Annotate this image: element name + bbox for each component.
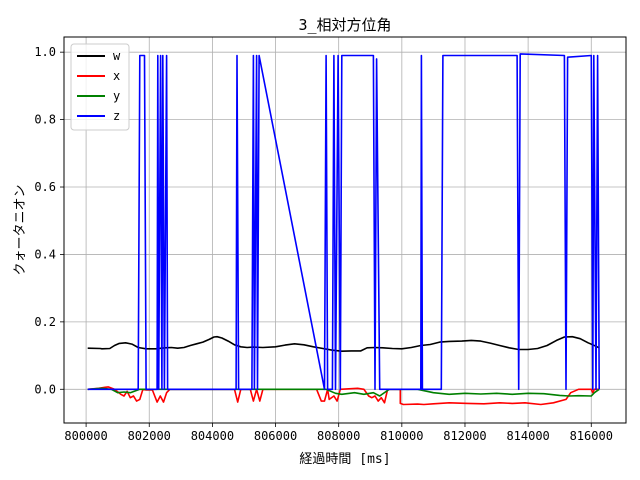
legend-label-w: w xyxy=(113,49,121,63)
series-line-z xyxy=(87,53,601,391)
chart-title: 3_相対方位角 xyxy=(298,16,391,34)
x-tick-label: 816000 xyxy=(570,429,613,443)
legend-label-y: y xyxy=(113,89,120,103)
x-tick-label: 800000 xyxy=(64,429,107,443)
series-layer xyxy=(87,53,601,406)
y-tick-label: 0.4 xyxy=(34,247,56,261)
legend-label-z: z xyxy=(113,109,120,123)
x-tick-label: 808000 xyxy=(317,429,360,443)
x-tick-label: 802000 xyxy=(128,429,171,443)
y-tick-label: 0.0 xyxy=(34,382,56,396)
y-tick-label: 0.8 xyxy=(34,113,56,127)
y-tick-label: 0.2 xyxy=(34,315,56,329)
x-tick-label: 814000 xyxy=(506,429,549,443)
x-tick-label: 806000 xyxy=(254,429,297,443)
series-line-y xyxy=(87,387,600,397)
x-axis: 800000 802000 804000 806000 808000 810000 8120… xyxy=(64,423,613,443)
legend-label-x: x xyxy=(113,69,120,83)
y-tick-label: 0.6 xyxy=(34,180,56,194)
y-axis: 0.0 0.2 0.4 0.6 0.8 1.0 xyxy=(34,45,64,396)
series-line-x xyxy=(87,386,600,406)
legend-box xyxy=(70,43,130,131)
plot-area xyxy=(63,36,627,424)
x-tick-label: 810000 xyxy=(380,429,423,443)
x-tick-label: 804000 xyxy=(191,429,234,443)
x-tick-label: 812000 xyxy=(443,429,486,443)
y-axis-label: クォータニオン xyxy=(13,184,28,275)
y-tick-label: 1.0 xyxy=(34,45,56,59)
x-axis-label: 経過時間 [ms] xyxy=(299,452,390,467)
